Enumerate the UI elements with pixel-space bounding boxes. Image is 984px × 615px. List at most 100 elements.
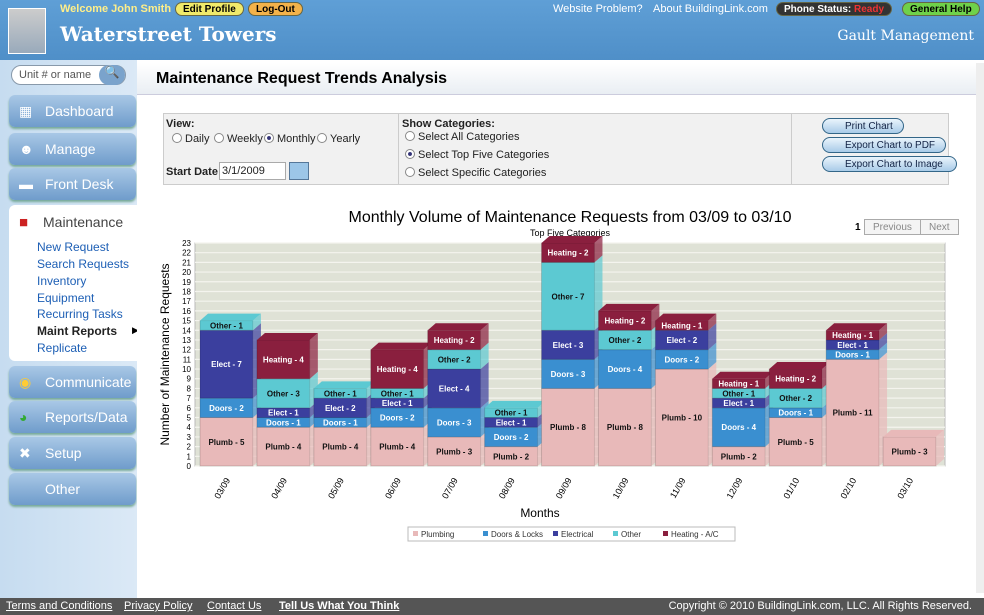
data-label: Plumb - 8 [550,423,587,432]
edit-profile-button[interactable]: Edit Profile [175,2,244,16]
data-label: Heating - 4 [377,365,418,374]
data-label: Doors - 2 [665,355,700,364]
terms-link[interactable]: Terms and Conditions [6,600,113,612]
bar-segment[interactable] [541,329,595,360]
bar-top [769,362,831,370]
legend-item: Doors & Locks [491,530,543,539]
data-label: Plumb - 5 [208,438,245,447]
nav-setup[interactable]: ✖ Setup [9,437,136,469]
sub-replicate[interactable]: Replicate [37,341,88,355]
data-label: Plumb - 10 [662,414,703,423]
x-tick-label: 03/10 [895,476,915,501]
sub-maint-reports[interactable]: Maint Reports [37,324,118,338]
radio-yearly[interactable]: Yearly [317,133,360,145]
bar-segment[interactable] [711,407,766,448]
print-chart-button[interactable]: Print Chart [822,118,904,134]
bar-segment[interactable] [256,426,311,467]
sub-equipment[interactable]: Equipment [37,291,95,305]
maintenance-section: ■ Maintenance New Request Search Request… [9,205,139,361]
start-date-label: Start Date [166,166,218,178]
bar-segment[interactable] [370,349,425,389]
previous-button[interactable]: Previous [864,219,921,235]
x-tick-label: 05/09 [326,476,346,501]
bar-segment[interactable] [882,436,937,467]
feedback-link[interactable]: Tell Us What You Think [279,600,400,612]
privacy-link[interactable]: Privacy Policy [124,600,193,612]
tools-icon: ✖ [19,445,31,461]
bar-segment[interactable] [370,426,425,467]
search-icon[interactable]: 🔍 [99,65,125,85]
bar-segment[interactable] [199,417,254,467]
nav-communicate[interactable]: ◉ Communicate [9,366,136,398]
nav-manage[interactable]: ☻ Manage [9,133,136,165]
contact-link[interactable]: Contact Us [207,600,262,612]
bar-segment[interactable] [256,339,311,380]
x-tick-label: 08/09 [497,476,517,501]
about-link[interactable]: About BuildingLink.com [653,3,768,15]
logout-button[interactable]: Log-Out [248,2,303,16]
bar-segment[interactable] [541,387,595,467]
bar-side [879,342,888,360]
radio-top-five[interactable]: Select Top Five Categories [405,149,549,161]
sub-new-request[interactable]: New Request [37,240,110,254]
sub-recurring-tasks[interactable]: Recurring Tasks [37,307,123,321]
phone-status-label: Phone Status: [784,4,852,15]
bar-top [712,371,774,379]
avatar [8,8,46,54]
data-label: Doors - 4 [608,365,643,374]
y-tick-label: 20 [182,268,191,277]
broadcast-icon: ◉ [19,374,32,390]
toolbox-icon: ■ [19,214,29,231]
x-tick-label: 10/09 [611,476,631,501]
general-help-button[interactable]: General Help [902,2,980,16]
radio-specific[interactable]: Select Specific Categories [405,167,546,179]
sub-inventory[interactable]: Inventory [37,274,87,288]
y-tick-label: 11 [183,355,192,364]
sub-search-requests[interactable]: Search Requests [37,257,130,271]
unit-search-input[interactable]: Unit # or name 🔍 [11,65,126,85]
radio-weekly[interactable]: Weekly [214,133,263,145]
radio-all-categories[interactable]: Select All Categories [405,131,520,143]
nav-other[interactable]: Other [9,473,136,505]
maintenance-title[interactable]: Maintenance [43,214,124,230]
radio-daily[interactable]: Daily [172,133,209,145]
chart-title: Monthly Volume of Maintenance Requests f… [349,209,792,226]
phone-status: Phone Status: Ready [776,2,893,16]
nav-front-desk[interactable]: ▬ Front Desk [9,168,136,200]
radio-monthly[interactable]: Monthly [264,133,316,145]
y-tick-label: 23 [182,239,191,248]
nav-label: Front Desk [45,176,114,192]
legend-item: Other [621,530,641,539]
start-date-input[interactable]: 3/1/2009 [219,162,286,180]
nav-dashboard[interactable]: ▦ Dashboard [9,95,136,127]
controls-panel: View: Daily Weekly Monthly Yearly Start … [163,113,957,185]
y-tick-label: 17 [182,297,191,306]
legend-swatch [663,531,668,536]
y-tick-label: 7 [187,394,192,403]
calendar-icon[interactable] [289,162,309,180]
y-tick-label: 19 [182,278,191,287]
data-label: Plumb - 2 [721,452,758,461]
nav-reports[interactable]: ◕ Reports/Data [9,401,136,433]
export-image-button[interactable]: Export Chart to Image [822,156,957,172]
website-problem-link[interactable]: Website Problem? [553,3,643,15]
stacked-bar-chart: Monthly Volume of Maintenance Requests f… [158,209,946,542]
bar-segment[interactable] [541,261,595,331]
data-label: Elect - 1 [837,341,868,350]
bar-segment[interactable] [256,378,311,409]
x-tick-label: 09/09 [554,476,574,501]
bar-top [484,400,546,408]
data-label: Plumb - 4 [322,443,359,452]
data-label: Heating - 1 [661,321,702,330]
bar-segment[interactable] [313,426,368,467]
x-tick-label: 04/09 [269,476,289,501]
scrollbar[interactable] [976,63,984,593]
next-button[interactable]: Next [920,219,959,235]
data-label: Plumb - 11 [833,409,874,418]
data-label: Doors - 1 [323,418,358,427]
bar-side [879,323,888,340]
bar-segment[interactable] [597,349,652,389]
export-pdf-button[interactable]: Export Chart to PDF [822,137,946,153]
data-label: Other - 1 [722,389,755,398]
y-tick-label: 22 [182,249,191,258]
